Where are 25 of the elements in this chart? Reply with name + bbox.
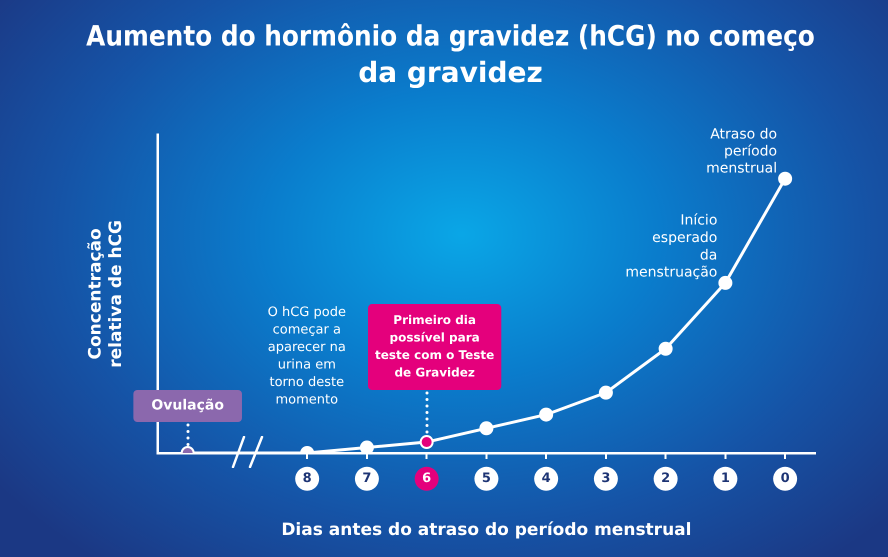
- chart-title: Aumento do hormônio da gravidez (hCG) no começo da gravidez: [86, 20, 815, 89]
- x-tick-label: 3: [601, 471, 610, 486]
- x-tick-label: 6: [422, 471, 432, 486]
- point: [778, 172, 792, 186]
- x-tick-label: 4: [542, 471, 551, 486]
- x-tick-label: 7: [362, 471, 372, 486]
- x-tick-label: 5: [482, 471, 491, 486]
- point: [420, 435, 434, 450]
- x-tick-label: 1: [720, 471, 730, 486]
- x-tick-label: 8: [302, 471, 312, 486]
- point: [598, 386, 613, 400]
- point: [479, 421, 494, 436]
- x-axis-title: Dias antes do atraso do período menstrual: [281, 520, 692, 540]
- annotation: Ovulação: [151, 398, 224, 414]
- annotation: O hCG pode começar a aparecer na urina em torno deste momento: [268, 305, 346, 408]
- point: [360, 440, 374, 453]
- annotation: Início esperado da menstruação: [625, 212, 718, 281]
- annotation: Primeiro dia possível para teste com o Teste de Gravidez: [375, 312, 494, 380]
- x-tick-label: 2: [661, 471, 670, 486]
- y-axis-title: Concentração relativa de hCG: [86, 220, 126, 368]
- point: [718, 276, 732, 290]
- annotation: Atraso do período menstrual: [706, 126, 778, 176]
- point: [539, 408, 554, 422]
- x-tick-label: 0: [780, 471, 790, 486]
- point: [658, 342, 673, 356]
